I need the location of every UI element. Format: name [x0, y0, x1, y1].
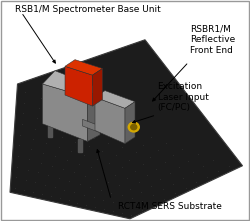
Text: Excitation
Laser Input
(FC/PC): Excitation Laser Input (FC/PC) [158, 82, 208, 112]
Text: RCT4M SERS Substrate: RCT4M SERS Substrate [118, 202, 222, 211]
Polygon shape [65, 66, 92, 106]
Bar [48, 124, 52, 137]
Text: RSBR1/M
Reflective
Front End: RSBR1/M Reflective Front End [190, 25, 235, 55]
Bar [78, 139, 82, 152]
Polygon shape [92, 69, 102, 106]
Polygon shape [10, 40, 242, 219]
Polygon shape [125, 102, 135, 144]
Polygon shape [82, 119, 100, 133]
Polygon shape [95, 91, 135, 108]
Polygon shape [95, 97, 125, 144]
Polygon shape [42, 71, 100, 97]
Text: RSB1/M Spectrometer Base Unit: RSB1/M Spectrometer Base Unit [15, 6, 161, 14]
Polygon shape [65, 60, 102, 75]
Circle shape [128, 122, 139, 132]
Circle shape [131, 124, 137, 130]
Polygon shape [88, 88, 100, 141]
Polygon shape [42, 84, 88, 141]
